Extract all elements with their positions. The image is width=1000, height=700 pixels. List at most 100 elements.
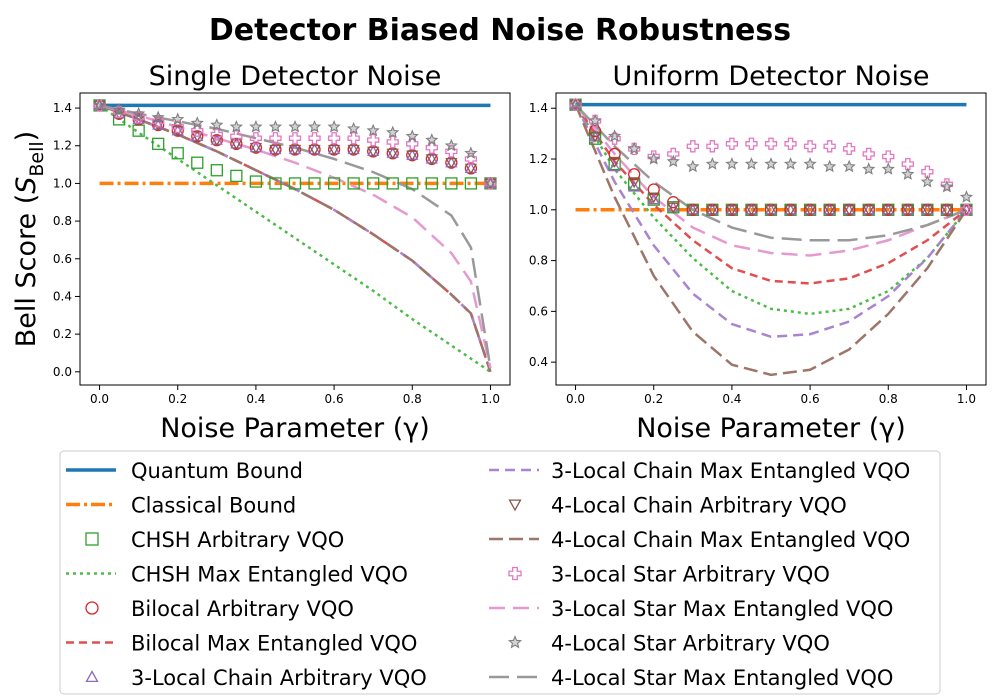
x-tick-label: 0.0 — [90, 392, 109, 406]
data-point — [940, 178, 954, 191]
data-point — [960, 203, 973, 216]
data-point — [744, 157, 759, 170]
data-point — [307, 119, 322, 133]
y-tick-label: 1.4 — [529, 101, 548, 115]
data-point — [288, 132, 302, 145]
data-point — [347, 177, 360, 190]
data-point — [308, 177, 321, 190]
data-point — [706, 140, 719, 153]
data-point — [445, 177, 458, 190]
y-tick-label: 0.4 — [53, 289, 72, 303]
data-point — [327, 144, 341, 156]
data-point — [112, 105, 126, 118]
legend-entry-star3_max: 3-Local Star Max Entangled VQO — [489, 597, 893, 621]
plot-area — [568, 97, 974, 377]
series-line-chain4_max — [574, 104, 968, 377]
data-point — [823, 140, 836, 153]
series-line-star4_max — [574, 103, 967, 242]
data-point — [425, 133, 439, 146]
data-point — [667, 202, 680, 214]
data-point — [588, 132, 602, 145]
data-point — [647, 150, 660, 163]
legend-marker — [85, 532, 99, 546]
series-line-bilocal_max — [574, 103, 968, 285]
legend-label: 3-Local Chain Max Entangled VQO — [551, 459, 910, 483]
data-point — [960, 205, 973, 217]
data-point — [783, 157, 798, 170]
data-point — [725, 137, 739, 150]
data-point — [425, 141, 438, 154]
data-point — [171, 120, 184, 134]
series-markers-chain3_arb — [569, 98, 973, 215]
data-point — [647, 192, 660, 204]
data-point — [249, 175, 263, 188]
data-point — [628, 178, 641, 191]
data-point — [803, 157, 817, 170]
data-point — [288, 119, 302, 133]
data-point — [843, 205, 856, 217]
data-point — [288, 144, 302, 156]
data-point — [210, 164, 223, 177]
x-tick-label: 1.0 — [957, 392, 976, 406]
data-point — [608, 157, 621, 171]
x-tick-label: 1.0 — [481, 392, 500, 406]
legend-label: CHSH Arbitrary VQO — [131, 528, 344, 552]
data-point — [444, 138, 458, 152]
legend-entry-star4_arb: 4-Local Star Arbitrary VQO — [507, 632, 830, 656]
y-tick-label: 0.8 — [53, 214, 72, 228]
chart-panel-1: Single Detector Noise 0.0 0.2 0.4 0.6 0.8 1.0 0… — [11, 61, 511, 444]
series-line-chain3_max — [574, 104, 968, 339]
legend-entry-chain3_max: 3-Local Chain Max Entangled VQO — [489, 459, 910, 483]
data-point — [784, 205, 797, 217]
y-tick-label: 0.0 — [53, 365, 72, 379]
data-point — [862, 147, 875, 161]
series-line-star3_max — [99, 104, 492, 369]
data-point — [171, 147, 184, 160]
series-markers-star4_arb — [568, 97, 974, 203]
data-point — [568, 97, 583, 111]
axes-frame — [79, 92, 511, 386]
data-point — [288, 177, 302, 190]
data-point — [347, 132, 360, 145]
data-point — [112, 103, 126, 116]
data-point — [862, 162, 876, 175]
data-point — [366, 123, 380, 137]
data-point — [608, 129, 622, 142]
data-point — [425, 177, 438, 190]
data-point — [588, 131, 602, 143]
data-point — [628, 180, 641, 192]
data-point — [367, 133, 380, 147]
series-markers-star3_arb — [569, 98, 973, 216]
y-tick-label: 0.6 — [529, 304, 548, 318]
series-line-star4_max — [99, 104, 492, 369]
legend-entry-bilocal_arb: Bilocal Arbitrary VQO — [85, 597, 354, 621]
data-point — [882, 205, 895, 217]
legend-label: Quantum Bound — [131, 459, 303, 483]
legend-entry-chsh_arb: CHSH Arbitrary VQO — [85, 528, 344, 552]
x-tick-label: 0.6 — [325, 392, 344, 406]
data-point — [229, 119, 243, 133]
data-point — [706, 205, 719, 217]
legend-label: Bilocal Arbitrary VQO — [131, 597, 354, 621]
legend-label: 3-Local Star Arbitrary VQO — [551, 563, 830, 587]
data-point — [483, 176, 498, 190]
legend-marker — [85, 601, 99, 615]
data-point — [823, 205, 836, 217]
data-point — [745, 205, 758, 217]
data-point — [367, 177, 380, 190]
data-point — [210, 118, 224, 131]
data-point — [940, 205, 954, 217]
data-point — [151, 110, 165, 124]
chart-panel-2: Uniform Detector Noise 0.0 0.2 0.4 0.6 0.8 1.0… — [529, 61, 987, 444]
data-point — [686, 159, 700, 173]
legend-label: 3-Local Chain Arbitrary VQO — [131, 666, 427, 690]
legend-label: Classical Bound — [131, 494, 296, 518]
legend-box — [59, 450, 941, 695]
data-point — [386, 125, 400, 139]
legend-entry-classical: Classical Bound — [66, 494, 296, 518]
legend-marker — [85, 670, 99, 683]
data-point — [464, 177, 478, 190]
data-point — [764, 137, 778, 150]
y-tick-label: 1.0 — [53, 176, 72, 190]
series-line-chsh_max — [98, 104, 492, 373]
